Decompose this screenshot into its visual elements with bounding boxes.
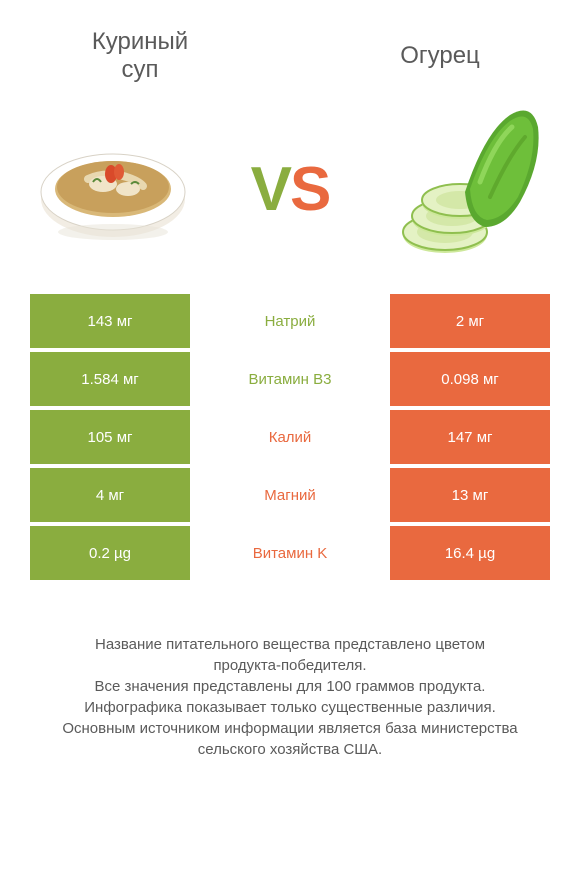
footer-line: Инфографика показывает только существенн… xyxy=(84,699,496,716)
vs-v: V xyxy=(251,155,290,224)
table-row: 4 мг Магний 13 мг xyxy=(30,468,550,522)
footer-text: Название питательного вещества представл… xyxy=(0,584,580,760)
footer-line: Основным источником информации является … xyxy=(62,720,517,737)
vs-label: VS xyxy=(251,154,330,225)
table-row: 143 мг Натрий 2 мг xyxy=(30,294,550,348)
cell-left: 105 мг xyxy=(30,410,190,464)
cell-right: 147 мг xyxy=(390,410,550,464)
footer-line: сельского хозяйства США. xyxy=(198,741,382,758)
cell-right: 16.4 µg xyxy=(390,526,550,580)
footer-line: продукта-победителя. xyxy=(213,657,366,674)
table-row: 1.584 мг Витамин B3 0.098 мг xyxy=(30,352,550,406)
vs-s: S xyxy=(290,155,329,224)
cell-left: 143 мг xyxy=(30,294,190,348)
footer-line: Название питательного вещества представл… xyxy=(95,636,485,653)
soup-image xyxy=(30,107,195,272)
cell-left: 0.2 µg xyxy=(30,526,190,580)
cell-nutrient: Магний xyxy=(190,468,390,522)
cell-nutrient: Калий xyxy=(190,410,390,464)
table-row: 0.2 µg Витамин K 16.4 µg xyxy=(30,526,550,580)
cell-right: 0.098 мг xyxy=(390,352,550,406)
table-row: 105 мг Калий 147 мг xyxy=(30,410,550,464)
cell-nutrient: Натрий xyxy=(190,294,390,348)
cell-nutrient: Витамин B3 xyxy=(190,352,390,406)
title-left-line2: суп xyxy=(122,56,159,83)
cell-left: 4 мг xyxy=(30,468,190,522)
cell-right: 13 мг xyxy=(390,468,550,522)
title-left: Куриный суп xyxy=(40,28,240,84)
comparison-table: 143 мг Натрий 2 мг 1.584 мг Витамин B3 0… xyxy=(0,294,580,580)
cucumber-image xyxy=(385,107,550,272)
title-right: Огурец xyxy=(340,42,540,70)
title-left-line1: Куриный xyxy=(92,28,188,55)
header: Куриный суп Огурец xyxy=(0,0,580,94)
cell-nutrient: Витамин K xyxy=(190,526,390,580)
footer-line: Все значения представлены для 100 граммо… xyxy=(95,678,486,695)
cell-left: 1.584 мг xyxy=(30,352,190,406)
images-row: VS xyxy=(0,94,580,294)
cell-right: 2 мг xyxy=(390,294,550,348)
